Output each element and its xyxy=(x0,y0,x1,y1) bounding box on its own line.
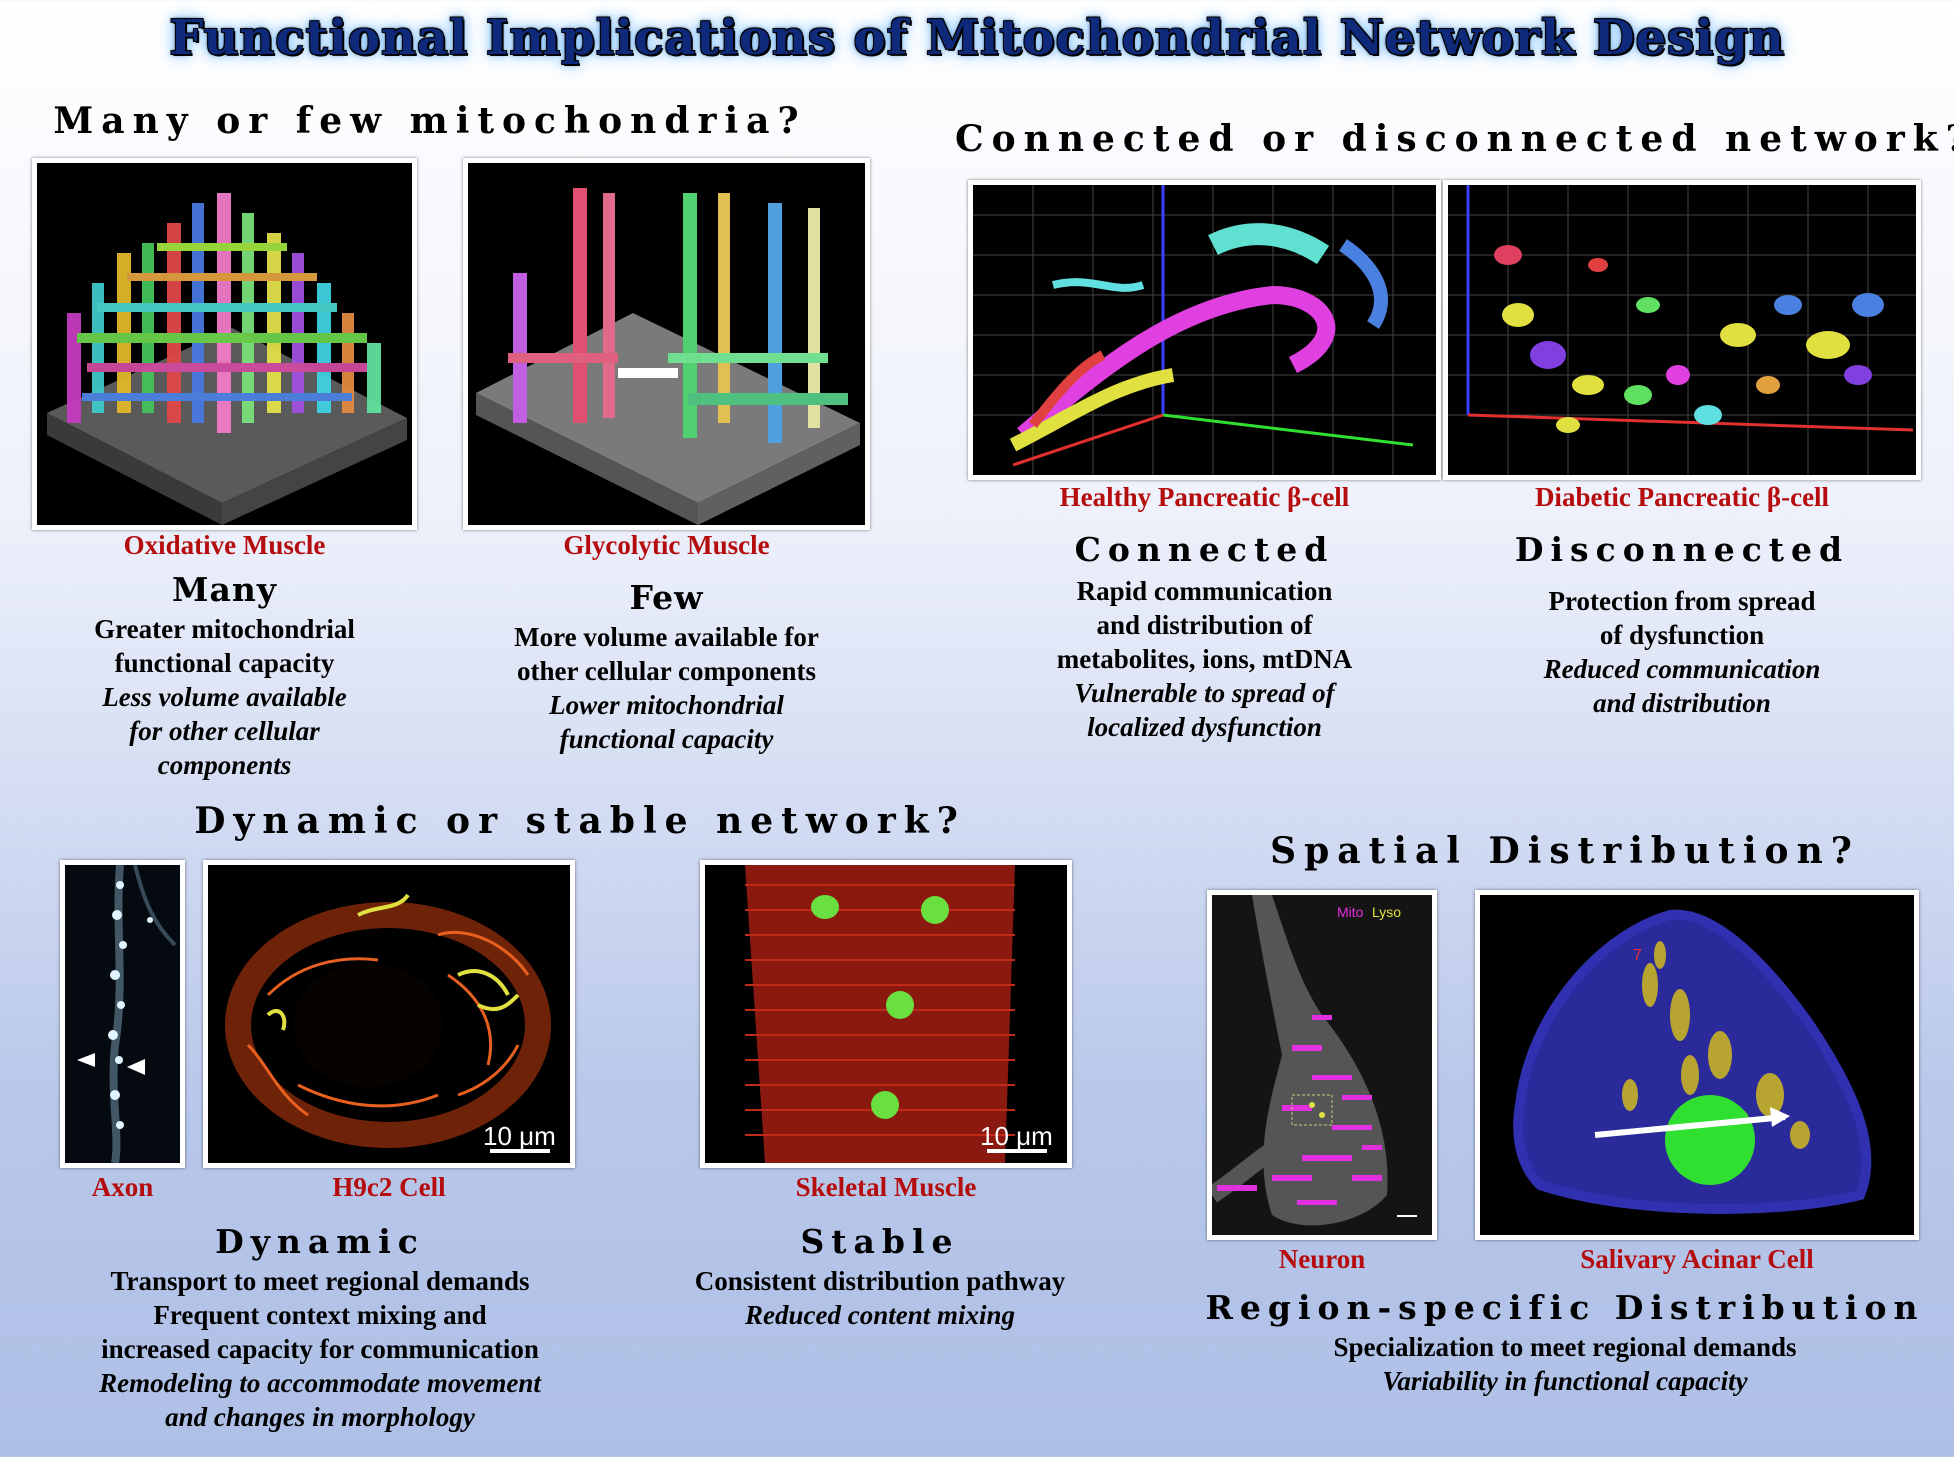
desc-line-italic: Lower mitochondrial xyxy=(549,690,784,720)
desc-line: Rapid communication xyxy=(1076,576,1333,606)
image-diabetic-beta-cell xyxy=(1443,180,1921,480)
caption-axon: Axon xyxy=(91,1172,154,1202)
image-salivary-acinar-cell: 7 xyxy=(1475,890,1919,1240)
desc-line-italic: Less volume available xyxy=(102,682,347,712)
desc-line: Frequent context mixing and xyxy=(153,1300,487,1330)
heading-dynamic-or-stable: Dynamic or stable network? xyxy=(194,800,966,842)
desc-line-italic: Reduced communication xyxy=(1543,654,1821,684)
page-title: Functional Implications of Mitochondrial… xyxy=(169,10,1785,66)
desc-line: increased capacity for communication xyxy=(101,1334,539,1364)
caption-salivary-acinar-cell: Salivary Acinar Cell xyxy=(1580,1244,1814,1274)
label-dynamic: Dynamic xyxy=(215,1222,425,1261)
desc-line: functional capacity xyxy=(114,648,335,678)
label-disconnected: Disconnected xyxy=(1514,530,1850,569)
heading-spatial-distribution: Spatial Distribution? xyxy=(1270,830,1860,872)
label-few: Few xyxy=(629,578,704,617)
desc-line: other cellular components xyxy=(517,656,816,686)
neuron-legend-mito: Mito xyxy=(1337,904,1364,920)
desc-line: More volume available for xyxy=(514,622,819,652)
caption-oxidative-muscle: Oxidative Muscle xyxy=(123,530,326,560)
desc-connected: Rapid communication and distribution of … xyxy=(958,574,1451,744)
desc-line-italic: for other cellular xyxy=(129,716,320,746)
heading-many-or-few: Many or few mitochondria? xyxy=(53,100,807,142)
caption-diabetic-beta-cell: Diabetic Pancreatic β-cell xyxy=(1534,482,1830,512)
image-h9c2-cell: 10 μm xyxy=(203,860,575,1168)
desc-line: Consistent distribution pathway xyxy=(694,1266,1066,1296)
desc-line: Transport to meet regional demands xyxy=(110,1266,530,1296)
desc-line-italic: components xyxy=(157,750,292,780)
desc-line-italic: Vulnerable to spread of xyxy=(1074,678,1335,708)
desc-disconnected: Protection from spread of dysfunction Re… xyxy=(1433,584,1931,720)
label-region-specific-distribution: Region-specific Distribution xyxy=(1205,1288,1925,1327)
image-healthy-beta-cell xyxy=(968,180,1441,480)
image-axon xyxy=(60,860,185,1168)
desc-line: metabolites, ions, mtDNA xyxy=(1056,644,1353,674)
caption-skeletal-muscle: Skeletal Muscle xyxy=(795,1172,977,1202)
caption-neuron: Neuron xyxy=(1278,1244,1366,1274)
desc-oxidative: Greater mitochondrial functional capacit… xyxy=(22,612,427,782)
label-many: Many xyxy=(171,570,278,609)
desc-line: of dysfunction xyxy=(1599,620,1765,650)
desc-line-italic: Variability in functional capacity xyxy=(1382,1366,1748,1396)
caption-h9c2-cell: H9c2 Cell xyxy=(332,1172,446,1202)
desc-line-italic: and changes in morphology xyxy=(165,1402,475,1432)
desc-line-italic: functional capacity xyxy=(559,724,774,754)
heading-connected-or-disconnected: Connected or disconnected network? xyxy=(955,118,1954,160)
desc-line-italic: and distribution xyxy=(1593,688,1771,718)
desc-line: and distribution of xyxy=(1096,610,1313,640)
caption-healthy-beta-cell: Healthy Pancreatic β-cell xyxy=(1059,482,1350,512)
desc-stable: Consistent distribution pathway Reduced … xyxy=(600,1264,1160,1332)
desc-line: Specialization to meet regional demands xyxy=(1333,1332,1797,1362)
desc-line: Protection from spread xyxy=(1548,586,1816,616)
desc-glycolytic: More volume available for other cellular… xyxy=(448,620,885,756)
desc-line-italic: Remodeling to accommodate movement xyxy=(99,1368,541,1398)
desc-region-specific: Specialization to meet regional demands … xyxy=(1200,1330,1930,1398)
image-oxidative-muscle xyxy=(32,158,417,530)
label-stable: Stable xyxy=(800,1222,960,1261)
caption-glycolytic-muscle: Glycolytic Muscle xyxy=(563,530,770,560)
image-glycolytic-muscle xyxy=(463,158,870,530)
label-connected: Connected xyxy=(1074,530,1335,569)
desc-line-italic: Reduced content mixing xyxy=(745,1300,1015,1330)
svg-text:7: 7 xyxy=(1633,947,1642,964)
image-neuron: Mito Lyso xyxy=(1207,890,1437,1240)
image-skeletal-muscle: 10 μm xyxy=(700,860,1072,1168)
desc-line-italic: localized dysfunction xyxy=(1087,712,1322,742)
h9c2-scale-bar: 10 μm xyxy=(483,1121,556,1151)
desc-line: Greater mitochondrial xyxy=(94,614,355,644)
desc-dynamic: Transport to meet regional demands Frequ… xyxy=(20,1264,620,1434)
skeletal-scale-bar: 10 μm xyxy=(980,1121,1053,1151)
neuron-legend-lyso: Lyso xyxy=(1372,904,1401,920)
